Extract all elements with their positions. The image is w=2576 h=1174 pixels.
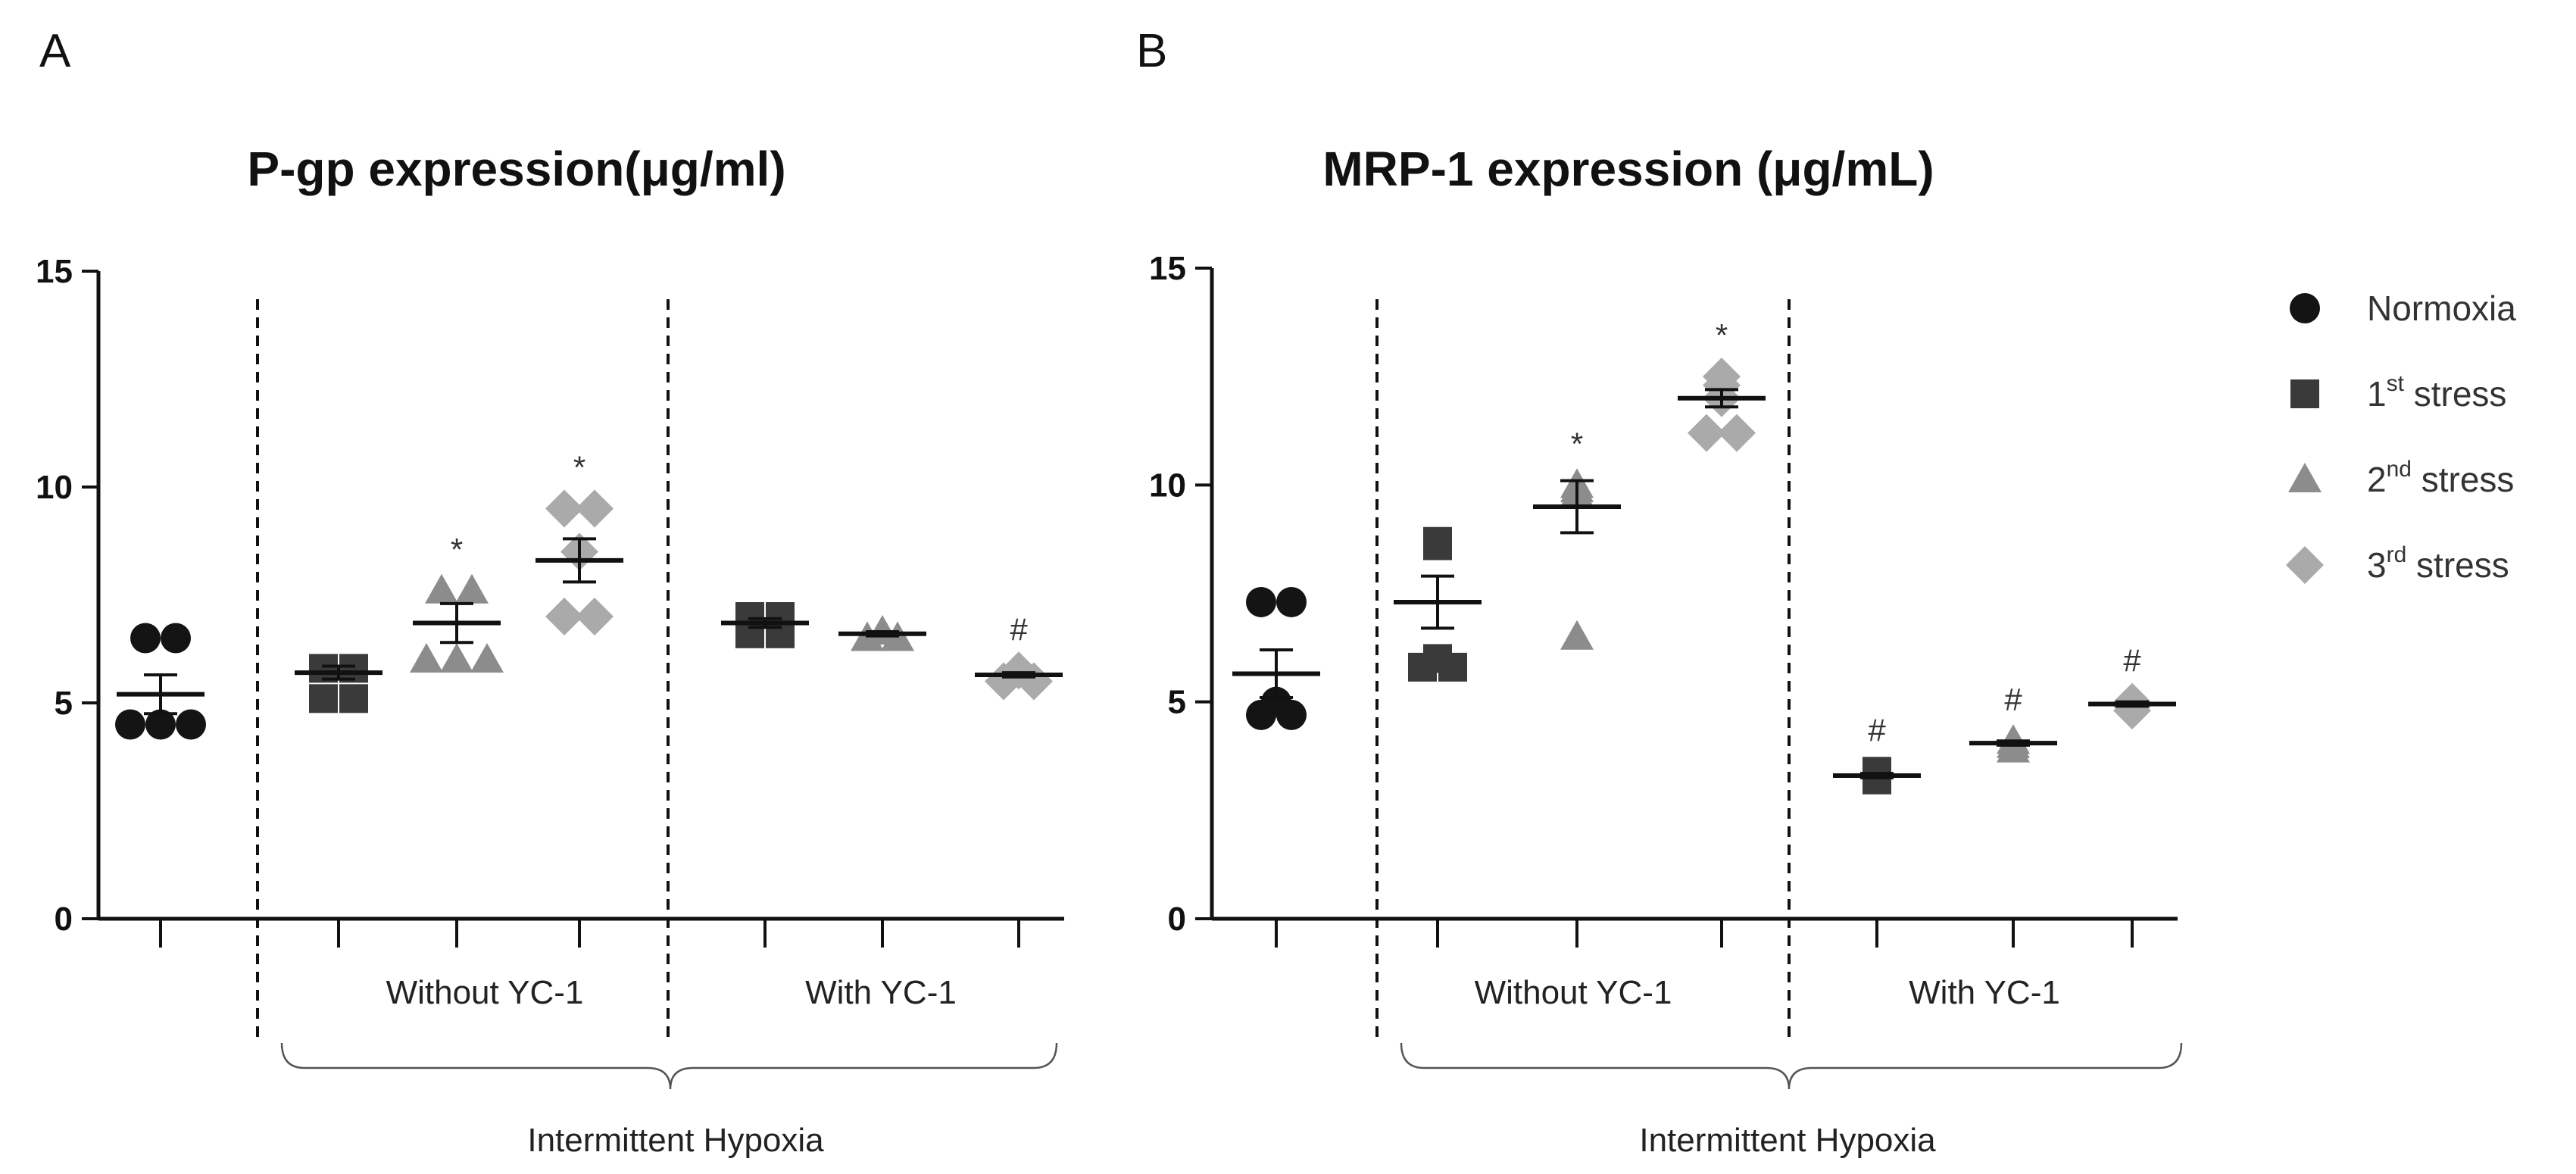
y-tick-label-b: 10 — [1149, 467, 1186, 504]
significance-marker: # — [1868, 712, 1886, 748]
legend-label-normoxia: Normoxia — [2367, 289, 2516, 328]
panel-letter-a: A — [39, 25, 71, 77]
bracket-label-a: Intermittent Hypoxia — [527, 1122, 824, 1159]
data-point-normoxia — [1276, 586, 1307, 617]
group-label-with-a: With YC-1 — [805, 974, 957, 1011]
y-tick-label-a: 0 — [55, 901, 73, 938]
legend-marker-s1 — [2290, 379, 2319, 408]
legend-label-s1: 1st stress — [2367, 371, 2506, 414]
data-point-s3 — [1688, 414, 1725, 452]
plot-area-a: 0 5 10 15 * * # — [36, 253, 1064, 1090]
data-point-s1 — [1423, 531, 1452, 560]
data-point-normoxia — [1246, 699, 1276, 730]
group-label-with-b: With YC-1 — [1909, 974, 2060, 1011]
significance-marker: * — [1571, 426, 1583, 461]
data-point-s1 — [339, 684, 368, 713]
y-tick-label-a: 15 — [36, 253, 73, 290]
data-point-normoxia — [161, 623, 191, 654]
intermittent-hypoxia-bracket-a — [280, 1042, 1058, 1090]
legend-label-s3: 3rd stress — [2367, 542, 2509, 585]
legend-marker-normoxia — [2290, 293, 2320, 323]
panel-letter-b: B — [1136, 25, 1167, 77]
data-point-s3 — [1718, 414, 1756, 452]
data-point-normoxia — [130, 623, 161, 654]
significance-marker: # — [1010, 611, 1028, 647]
data-point-s2 — [455, 573, 489, 604]
y-tick-label-a: 5 — [55, 685, 73, 722]
data-point-normoxia — [115, 709, 145, 740]
significance-marker: * — [1716, 317, 1728, 353]
significance-marker: # — [2004, 682, 2022, 717]
data-point-s3 — [545, 598, 583, 635]
y-tick-label-b: 5 — [1168, 684, 1186, 721]
data-point-s2 — [425, 573, 458, 604]
data-point-normoxia — [176, 709, 206, 740]
y-tick-label-b: 15 — [1149, 250, 1186, 287]
significance-marker: # — [2123, 643, 2141, 679]
intermittent-hypoxia-bracket-b — [1400, 1042, 2183, 1090]
data-point-s3 — [576, 489, 614, 528]
significance-marker: * — [573, 450, 585, 486]
group-label-without-a: Without YC-1 — [386, 974, 584, 1011]
data-point-s3 — [545, 489, 583, 528]
data-point-s3 — [576, 598, 614, 635]
data-point-s1 — [1863, 765, 1891, 795]
data-point-s2 — [1560, 620, 1594, 650]
data-point-s2 — [410, 643, 443, 673]
significance-marker: * — [451, 532, 463, 567]
y-tick-label-b: 0 — [1168, 901, 1186, 938]
legend-label-s2: 2nd stress — [2367, 457, 2514, 499]
bracket-label-b: Intermittent Hypoxia — [1639, 1122, 1936, 1159]
chart-title-b: MRP-1 expression (μg/mL) — [1322, 142, 1934, 196]
data-point-s2 — [470, 643, 504, 673]
data-point-normoxia — [1276, 699, 1307, 730]
legend: Normoxia 1st stress 2nd stress 3rd stress — [2286, 289, 2516, 585]
data-point-s1 — [309, 684, 338, 713]
legend-marker-s2 — [2288, 463, 2322, 492]
data-point-s1 — [1408, 652, 1437, 682]
data-point-s2 — [1997, 732, 2030, 763]
data-point-s1 — [1438, 652, 1467, 682]
chart-title-a: P-gp expression(μg/ml) — [247, 142, 785, 196]
group-label-without-b: Without YC-1 — [1475, 974, 1672, 1011]
data-point-s2 — [440, 643, 473, 673]
data-point-normoxia — [145, 709, 176, 740]
legend-marker-s3 — [2286, 546, 2324, 584]
data-point-normoxia — [1246, 586, 1276, 617]
plot-area-b: 0 5 10 15 * * # # # — [1149, 250, 2183, 1090]
y-tick-label-a: 10 — [36, 469, 73, 506]
